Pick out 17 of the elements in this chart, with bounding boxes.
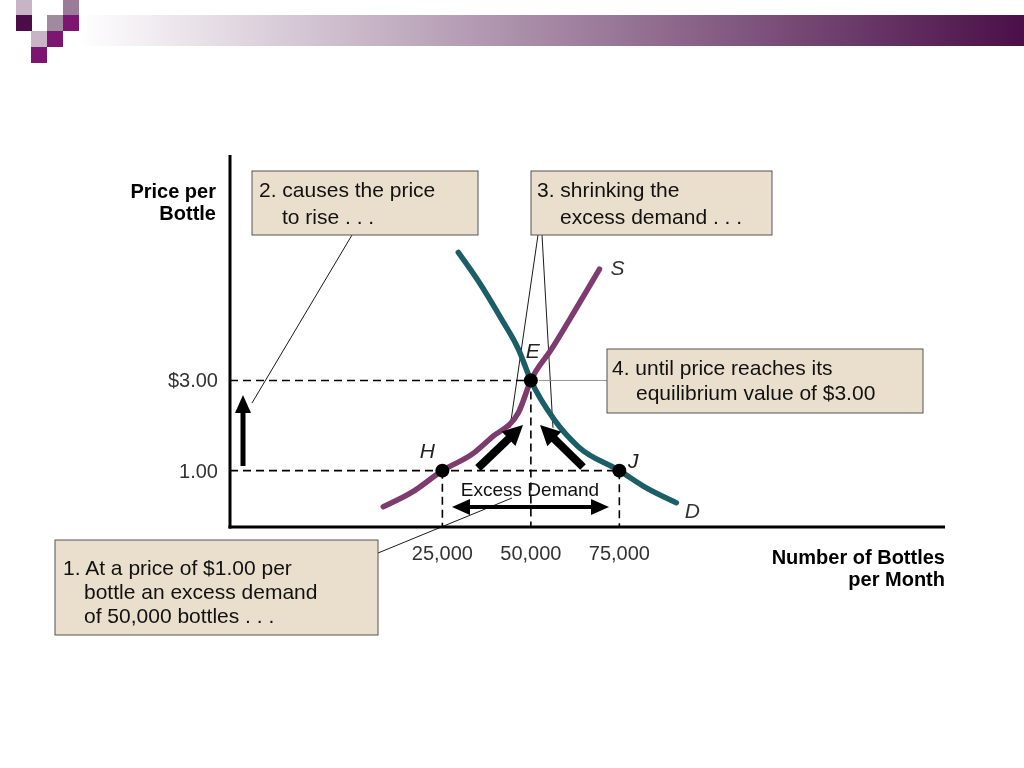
annotation: Excess Demand	[460, 479, 600, 500]
y-tick-label: $3.00	[167, 369, 218, 392]
annotation: 3. shrinking the excess demand . . .	[537, 178, 743, 228]
annotation: E	[525, 339, 541, 363]
annotation: 2. causes the price to rise . . .	[259, 178, 436, 228]
y-tick-label: 1.00	[179, 459, 218, 482]
annotation: H	[419, 438, 436, 462]
x-tick-label: 50,000	[500, 542, 562, 564]
annotation: 4. until price reaches its equilibrium value of $3.00	[612, 356, 876, 404]
x-axis-title: Number of Bottles per Month	[771, 546, 945, 590]
y-axis-title: Price per Bottle	[130, 180, 217, 224]
series-label: D	[684, 498, 700, 522]
series-label: S	[610, 256, 625, 280]
x-tick-label: 25,000	[411, 542, 473, 564]
annotation: J	[627, 448, 640, 472]
x-tick-label: 75,000	[588, 542, 650, 564]
text: 1. At a price of $1.00 per bottle an excess demand of 50,000 bottles . . .	[63, 556, 318, 627]
